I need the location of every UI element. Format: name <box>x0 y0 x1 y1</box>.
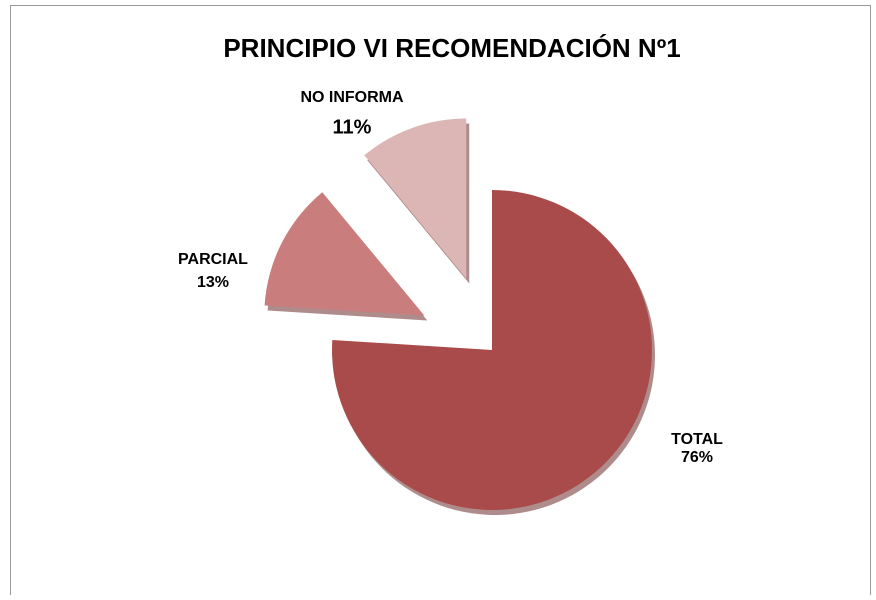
slice-category-label: NO INFORMA <box>300 89 404 106</box>
chart-frame <box>10 5 871 600</box>
slice-value-label: 13% <box>197 274 229 291</box>
slice-value-label: 11% <box>333 116 372 138</box>
slice-category-label: PARCIAL <box>178 251 248 268</box>
slice-value-label: 76% <box>681 449 713 466</box>
slice-category-label: TOTAL <box>671 431 723 448</box>
slice <box>364 118 467 279</box>
chart-title: PRINCIPIO VI RECOMENDACIÓN Nº1 <box>223 33 680 63</box>
slice <box>332 190 653 510</box>
slice <box>264 192 425 316</box>
